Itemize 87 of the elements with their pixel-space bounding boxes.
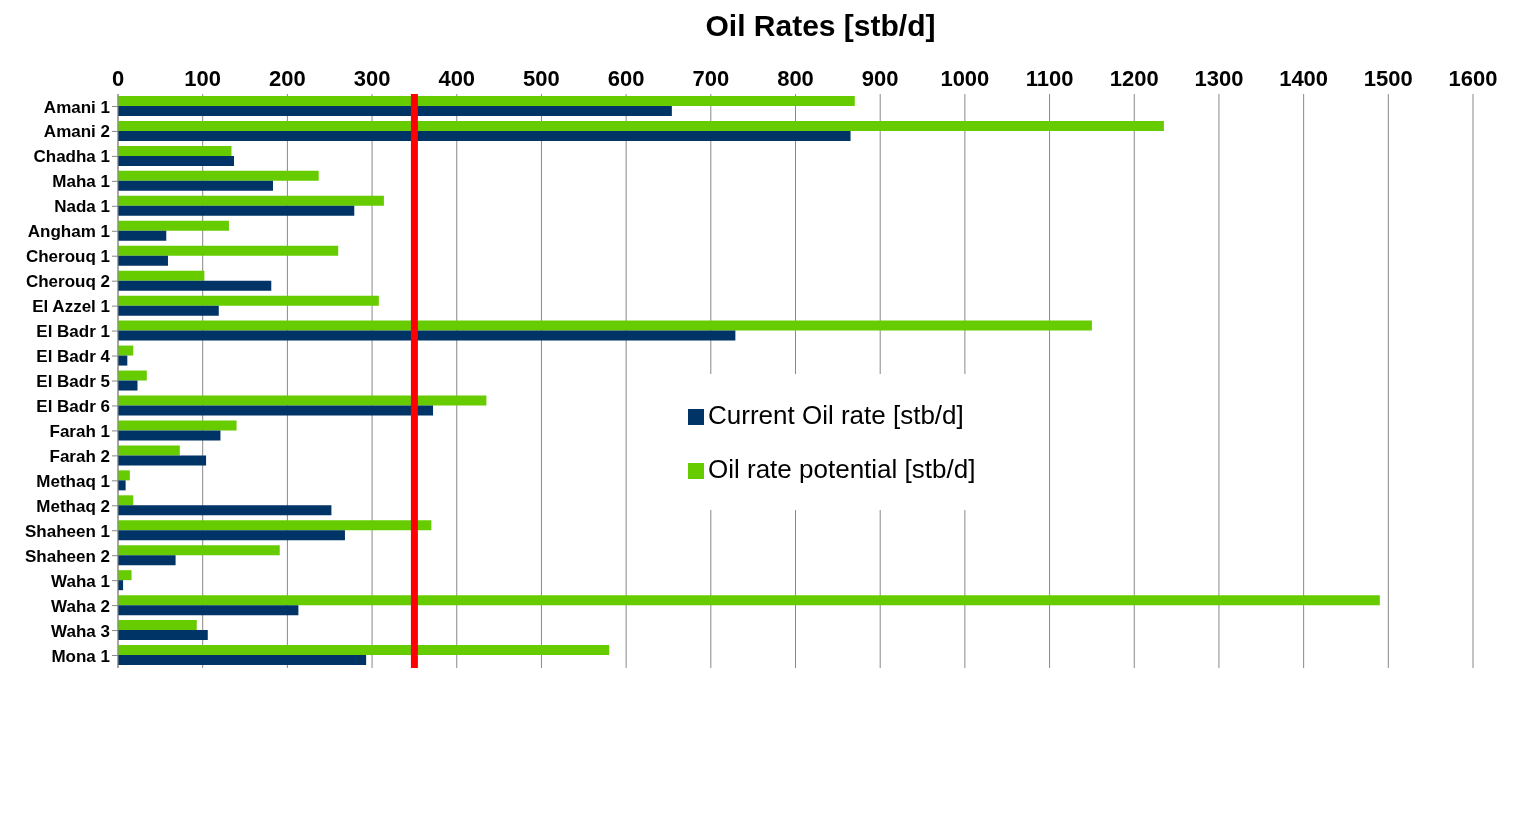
- bar: [118, 620, 197, 631]
- x-tick-label: 1500: [1363, 66, 1413, 91]
- x-tick-label: 1100: [1025, 66, 1074, 91]
- legend-label: Oil rate potential [stb/d]: [708, 454, 976, 484]
- bar: [118, 295, 379, 306]
- x-tick-label: 100: [184, 66, 222, 91]
- y-tick-label: Mona 1: [51, 646, 110, 666]
- x-tick-label: 200: [269, 66, 306, 91]
- bar: [118, 320, 1092, 331]
- legend-label: Current Oil rate [stb/d]: [708, 400, 964, 430]
- x-tick-label: 1600: [1448, 66, 1498, 91]
- y-tick-label: Waha 1: [51, 571, 110, 591]
- bar: [118, 280, 272, 291]
- x-tick-label: 800: [777, 66, 814, 91]
- x-tick-label: 1200: [1109, 66, 1159, 91]
- x-tick-label: 500: [523, 66, 560, 91]
- bar: [118, 106, 672, 116]
- x-tick-label: 900: [861, 66, 899, 91]
- y-tick-label: Maha 1: [52, 172, 110, 192]
- bar: [118, 330, 736, 341]
- bar: [118, 395, 487, 406]
- bar: [118, 370, 147, 381]
- bar: [118, 180, 273, 191]
- y-tick-label: Amani 1: [43, 97, 110, 117]
- bar: [118, 130, 851, 141]
- y-tick-label: Cherouq 1: [25, 247, 110, 267]
- y-tick-label: Farah 2: [49, 446, 110, 466]
- bar: [118, 380, 138, 391]
- bar: [118, 520, 432, 531]
- bar: [118, 655, 367, 666]
- bar: [118, 505, 332, 516]
- bar: [118, 195, 384, 206]
- bar: [118, 595, 1380, 606]
- x-tick-label: 1300: [1194, 66, 1244, 91]
- bar: [118, 645, 610, 656]
- bar: [118, 480, 126, 491]
- bar: [118, 430, 221, 441]
- chart-title: Oil Rates [stb/d]: [704, 8, 937, 44]
- bar: [118, 445, 180, 456]
- bar: [118, 605, 299, 616]
- bar: [118, 96, 855, 106]
- y-tick-label: Angham 1: [27, 222, 110, 242]
- y-tick-label: Methaq 1: [36, 471, 110, 491]
- bar: [118, 545, 280, 556]
- bar: [118, 530, 345, 541]
- bar: [118, 470, 130, 481]
- bar: [118, 405, 434, 416]
- x-tick-label: 700: [692, 66, 730, 91]
- y-tick-label: El Azzel 1: [32, 297, 110, 317]
- bar: [118, 220, 229, 231]
- bar: [118, 270, 205, 281]
- y-tick-label: El Badr 6: [36, 396, 110, 416]
- y-tick-label: Methaq 2: [36, 496, 110, 516]
- x-tick-label: 1000: [940, 66, 990, 91]
- y-tick-label: El Badr 5: [36, 372, 110, 392]
- bar: [118, 145, 232, 156]
- y-tick-label: Amani 2: [43, 122, 110, 142]
- y-tick-label: Waha 3: [51, 621, 110, 641]
- x-tick-label: 400: [438, 66, 476, 91]
- bar: [118, 345, 134, 356]
- y-tick-label: Farah 1: [49, 421, 110, 441]
- bar: [118, 230, 167, 241]
- bar: [118, 205, 355, 216]
- bar: [118, 155, 235, 166]
- bar: [118, 120, 1164, 131]
- y-tick-label: El Badr 1: [36, 322, 110, 342]
- y-tick-label: Shaheen 1: [24, 521, 110, 541]
- bar: [118, 630, 208, 641]
- y-tick-label: El Badr 4: [36, 347, 111, 367]
- bar: [118, 455, 207, 466]
- x-tick-label: 1400: [1279, 66, 1329, 91]
- bar: [118, 245, 339, 256]
- y-tick-label: Nada 1: [54, 197, 110, 217]
- y-tick-label: Cherouq 2: [25, 272, 110, 292]
- bar: [118, 495, 134, 506]
- bar: [118, 170, 319, 181]
- y-tick-label: Waha 2: [51, 596, 110, 616]
- x-tick-label: 0: [111, 66, 125, 91]
- bar: [118, 420, 237, 431]
- bar: [118, 255, 168, 266]
- x-tick-label: 600: [607, 66, 645, 91]
- bar: [118, 305, 219, 316]
- bar: [118, 555, 176, 566]
- y-tick-label: Shaheen 2: [24, 546, 110, 566]
- x-tick-label: 300: [353, 66, 391, 91]
- bar: [118, 570, 132, 581]
- y-tick-label: Chadha 1: [33, 147, 110, 167]
